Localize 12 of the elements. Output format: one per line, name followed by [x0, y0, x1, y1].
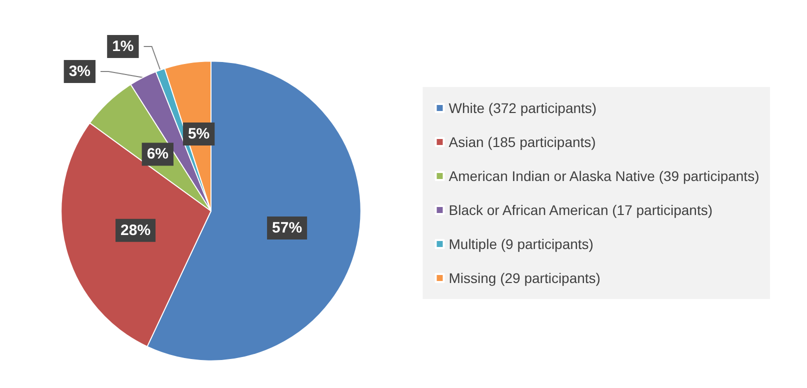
data-label: 6%: [146, 146, 168, 163]
data-label: 3%: [68, 62, 91, 80]
data-label: 28%: [120, 222, 151, 239]
legend-label: Missing (29 participants): [448, 270, 600, 286]
legend-label: American Indian or Alaska Native (39 participants): [448, 168, 760, 184]
legend-label: Multiple (9 participants): [448, 236, 594, 252]
legend-label: White (372 participants): [448, 100, 597, 116]
data-label: 5%: [188, 126, 210, 143]
legend-label: Asian (185 participants): [448, 134, 596, 150]
data-label: 57%: [272, 220, 302, 236]
legend-label: Black or African American (17 participants): [448, 202, 713, 218]
data-label: 1%: [112, 38, 134, 55]
